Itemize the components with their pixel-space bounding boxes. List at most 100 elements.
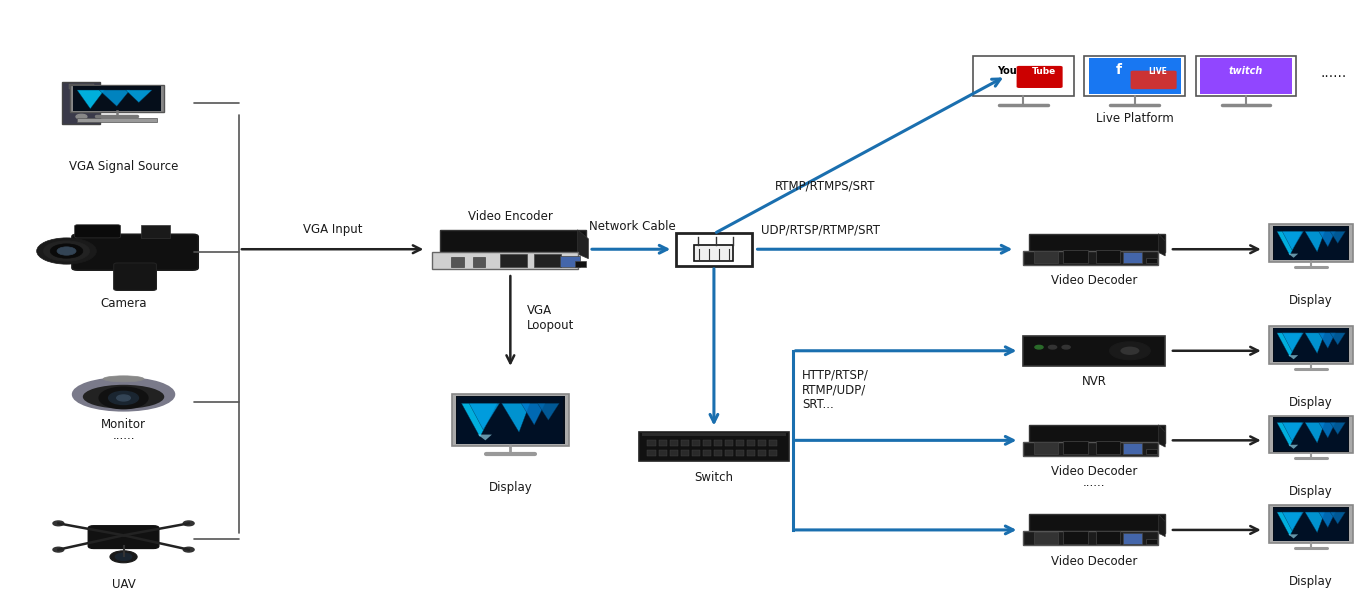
FancyBboxPatch shape bbox=[1269, 224, 1353, 262]
FancyBboxPatch shape bbox=[747, 450, 755, 456]
Text: NVR: NVR bbox=[1081, 375, 1107, 388]
Circle shape bbox=[1062, 346, 1070, 349]
FancyBboxPatch shape bbox=[452, 257, 464, 267]
FancyBboxPatch shape bbox=[1146, 539, 1157, 544]
FancyBboxPatch shape bbox=[114, 263, 156, 290]
FancyBboxPatch shape bbox=[680, 440, 688, 446]
FancyBboxPatch shape bbox=[1023, 251, 1159, 265]
FancyBboxPatch shape bbox=[1084, 56, 1185, 96]
FancyBboxPatch shape bbox=[1273, 226, 1349, 260]
FancyBboxPatch shape bbox=[72, 235, 199, 270]
Text: Video Decoder: Video Decoder bbox=[1051, 274, 1137, 287]
FancyBboxPatch shape bbox=[72, 86, 160, 111]
Circle shape bbox=[116, 553, 132, 560]
FancyBboxPatch shape bbox=[1064, 530, 1088, 544]
Polygon shape bbox=[1282, 333, 1303, 352]
Polygon shape bbox=[1282, 232, 1303, 250]
FancyBboxPatch shape bbox=[714, 450, 722, 456]
Polygon shape bbox=[1330, 232, 1345, 244]
Circle shape bbox=[37, 238, 97, 264]
Circle shape bbox=[109, 391, 139, 404]
FancyBboxPatch shape bbox=[736, 450, 744, 456]
FancyBboxPatch shape bbox=[658, 440, 666, 446]
FancyBboxPatch shape bbox=[1273, 507, 1349, 541]
FancyBboxPatch shape bbox=[642, 433, 786, 436]
Circle shape bbox=[117, 395, 131, 401]
Circle shape bbox=[184, 547, 194, 552]
Polygon shape bbox=[469, 403, 499, 430]
Polygon shape bbox=[1319, 232, 1336, 247]
Circle shape bbox=[99, 387, 148, 409]
Text: f: f bbox=[1115, 63, 1122, 77]
FancyBboxPatch shape bbox=[759, 450, 767, 456]
Ellipse shape bbox=[72, 378, 174, 411]
Polygon shape bbox=[1159, 234, 1166, 256]
Circle shape bbox=[184, 521, 194, 526]
Ellipse shape bbox=[1121, 347, 1140, 355]
FancyBboxPatch shape bbox=[1123, 533, 1142, 544]
FancyBboxPatch shape bbox=[1269, 505, 1353, 543]
FancyBboxPatch shape bbox=[141, 226, 170, 238]
Polygon shape bbox=[1319, 333, 1336, 349]
FancyBboxPatch shape bbox=[1274, 227, 1348, 260]
FancyBboxPatch shape bbox=[1034, 532, 1058, 544]
Text: ......: ...... bbox=[1321, 66, 1346, 80]
Polygon shape bbox=[1330, 512, 1345, 524]
Polygon shape bbox=[1282, 512, 1303, 531]
FancyBboxPatch shape bbox=[703, 450, 711, 456]
Text: UDP/RTSP/RTMP/SRT: UDP/RTSP/RTMP/SRT bbox=[762, 223, 880, 236]
FancyBboxPatch shape bbox=[1123, 443, 1142, 454]
Ellipse shape bbox=[83, 385, 165, 409]
FancyBboxPatch shape bbox=[770, 440, 778, 446]
Text: Display: Display bbox=[1289, 485, 1333, 498]
Text: Live Platform: Live Platform bbox=[1096, 112, 1174, 125]
FancyBboxPatch shape bbox=[1273, 418, 1349, 452]
Text: Video Decoder: Video Decoder bbox=[1051, 466, 1137, 478]
FancyBboxPatch shape bbox=[69, 85, 163, 112]
FancyBboxPatch shape bbox=[1274, 418, 1348, 451]
Text: Display: Display bbox=[1289, 395, 1333, 409]
FancyBboxPatch shape bbox=[647, 450, 656, 456]
FancyBboxPatch shape bbox=[1034, 442, 1058, 454]
FancyBboxPatch shape bbox=[1064, 441, 1088, 454]
FancyBboxPatch shape bbox=[725, 450, 733, 456]
Text: VGA Input: VGA Input bbox=[303, 223, 362, 236]
FancyBboxPatch shape bbox=[1130, 71, 1176, 89]
Polygon shape bbox=[1306, 333, 1325, 353]
Text: VGA Signal Source: VGA Signal Source bbox=[69, 160, 178, 173]
Polygon shape bbox=[1319, 422, 1336, 438]
Circle shape bbox=[110, 551, 137, 563]
FancyBboxPatch shape bbox=[1064, 250, 1088, 263]
Polygon shape bbox=[1306, 232, 1325, 252]
FancyBboxPatch shape bbox=[1030, 425, 1166, 443]
FancyBboxPatch shape bbox=[736, 440, 744, 446]
Polygon shape bbox=[1277, 232, 1302, 256]
FancyBboxPatch shape bbox=[978, 58, 1069, 94]
Text: Camera: Camera bbox=[101, 297, 147, 310]
Polygon shape bbox=[521, 403, 545, 425]
FancyBboxPatch shape bbox=[75, 225, 121, 238]
FancyBboxPatch shape bbox=[714, 440, 722, 446]
Circle shape bbox=[57, 247, 76, 255]
Text: twitch: twitch bbox=[1229, 66, 1263, 76]
FancyBboxPatch shape bbox=[1034, 251, 1058, 263]
FancyBboxPatch shape bbox=[1016, 66, 1062, 88]
Circle shape bbox=[1035, 346, 1043, 349]
FancyBboxPatch shape bbox=[1023, 532, 1159, 545]
Text: Video Decoder: Video Decoder bbox=[1051, 555, 1137, 568]
FancyBboxPatch shape bbox=[76, 118, 156, 122]
Circle shape bbox=[53, 547, 64, 552]
FancyBboxPatch shape bbox=[1195, 56, 1296, 96]
Polygon shape bbox=[537, 403, 559, 420]
Polygon shape bbox=[1306, 512, 1325, 533]
FancyBboxPatch shape bbox=[457, 397, 563, 443]
FancyBboxPatch shape bbox=[1030, 514, 1166, 533]
FancyBboxPatch shape bbox=[759, 440, 767, 446]
FancyBboxPatch shape bbox=[1200, 58, 1292, 94]
FancyBboxPatch shape bbox=[639, 432, 789, 461]
Polygon shape bbox=[1288, 445, 1299, 449]
FancyBboxPatch shape bbox=[473, 257, 486, 267]
FancyBboxPatch shape bbox=[1096, 530, 1121, 544]
FancyBboxPatch shape bbox=[1269, 416, 1353, 454]
FancyBboxPatch shape bbox=[647, 440, 656, 446]
